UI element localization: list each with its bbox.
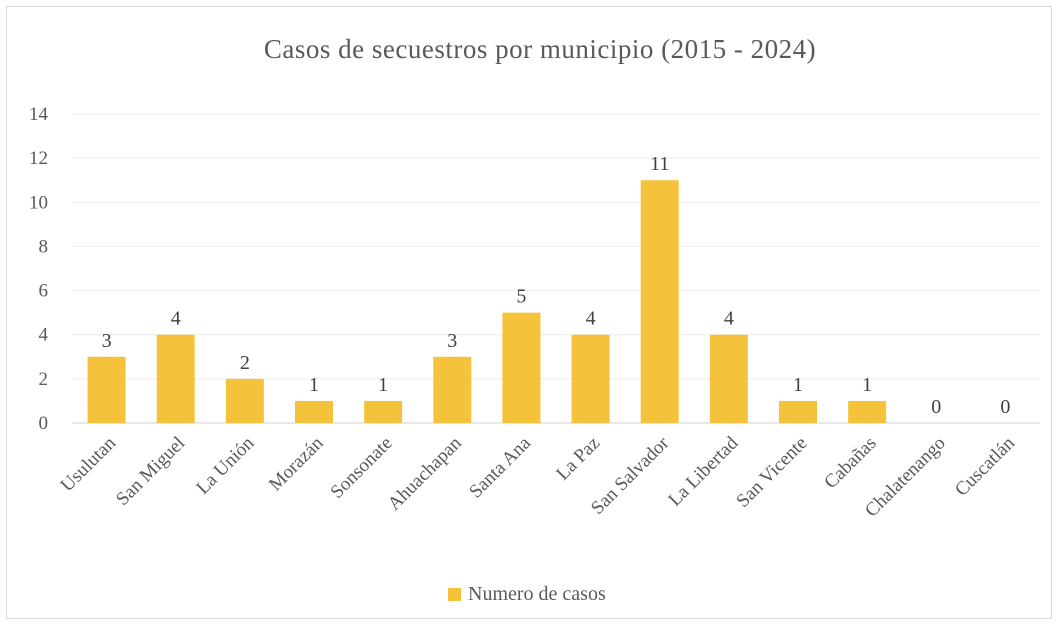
data-label: 1 xyxy=(793,374,803,396)
category-label: La Paz xyxy=(552,433,604,485)
legend: Numero de casos xyxy=(448,583,606,605)
bar xyxy=(156,334,195,423)
data-label: 3 xyxy=(102,330,112,352)
data-label: 4 xyxy=(724,308,734,330)
y-axis-ticks: 0 2 4 6 8 10 12 14 xyxy=(29,104,49,434)
category-label: Cabañas xyxy=(820,433,880,493)
category-label: Santa Ana xyxy=(465,432,535,502)
data-label: 0 xyxy=(1000,396,1010,418)
category-label: Ahuachapan xyxy=(384,432,466,514)
data-label: 0 xyxy=(931,396,941,418)
chart-title: Casos de secuestros por municipio (2015 … xyxy=(264,34,816,64)
y-tick-label: 10 xyxy=(29,192,48,213)
category-label: Cuscatlán xyxy=(951,432,1019,500)
category-label: La Libertad xyxy=(665,432,743,510)
data-label: 4 xyxy=(586,308,596,330)
bar xyxy=(848,400,887,423)
bar xyxy=(295,400,333,423)
bar xyxy=(709,334,748,423)
y-tick-label: 4 xyxy=(39,325,49,346)
y-tick-label: 8 xyxy=(39,236,49,257)
category-label: La Unión xyxy=(192,432,258,498)
bar xyxy=(571,334,610,423)
chart-frame xyxy=(6,6,1052,619)
y-tick-label: 14 xyxy=(29,104,49,125)
bar xyxy=(640,180,679,423)
legend-label: Numero de casos xyxy=(468,583,606,605)
bar xyxy=(364,400,403,423)
data-label: 1 xyxy=(309,374,319,396)
category-label: Morazán xyxy=(265,432,328,495)
category-label: Usulutan xyxy=(57,432,121,496)
data-label: 5 xyxy=(516,286,526,308)
bar xyxy=(225,378,264,423)
bar xyxy=(87,356,126,423)
data-label: 4 xyxy=(171,308,181,330)
category-label: San Vicente xyxy=(732,433,811,512)
y-tick-label: 2 xyxy=(39,369,49,390)
legend-swatch xyxy=(448,588,461,601)
category-label: San Miguel xyxy=(112,433,189,510)
data-label: 1 xyxy=(862,374,872,396)
y-tick-label: 12 xyxy=(29,148,48,169)
y-tick-label: 6 xyxy=(39,281,49,302)
data-label: 1 xyxy=(378,374,388,396)
data-label: 3 xyxy=(447,330,457,352)
data-label: 11 xyxy=(650,153,669,175)
gridlines xyxy=(72,113,1040,380)
data-label: 2 xyxy=(240,352,250,374)
y-tick-label: 0 xyxy=(39,413,49,434)
bar xyxy=(433,356,472,423)
bars xyxy=(87,180,887,423)
bar xyxy=(502,312,541,423)
category-label: Sonsonate xyxy=(327,433,397,503)
bar xyxy=(779,400,817,423)
